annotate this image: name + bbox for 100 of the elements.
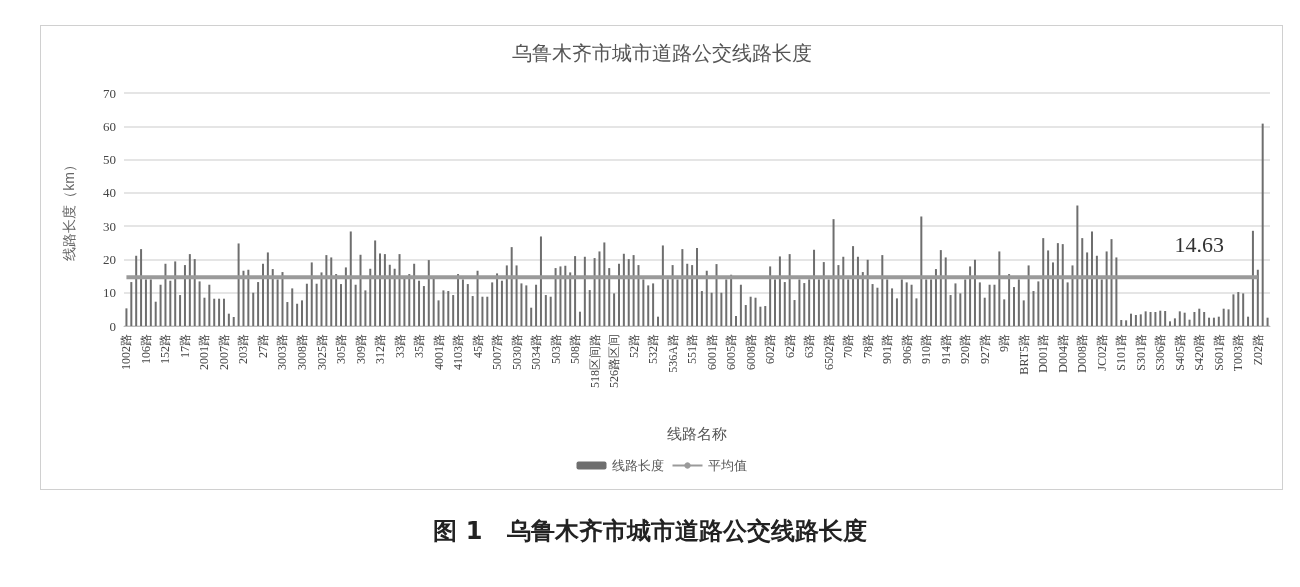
x-tick-label: 62路 [782, 334, 797, 358]
bar [1237, 292, 1240, 326]
bar [895, 298, 898, 326]
bar [486, 296, 489, 326]
bar [174, 261, 177, 326]
x-tick-label: 551路 [685, 334, 700, 364]
bar [413, 263, 416, 326]
bar [140, 249, 143, 326]
bar [481, 296, 484, 326]
x-tick-label: 70路 [841, 334, 856, 358]
x-tick-label: 4103路 [451, 334, 466, 370]
bar [496, 273, 499, 326]
x-tick-label: 503路 [548, 334, 563, 364]
x-tick-label: 45路 [470, 334, 485, 358]
bar [798, 279, 801, 326]
x-axis-title: 线路名称 [667, 425, 727, 442]
bar [598, 251, 601, 326]
x-tick-label: S601路 [1211, 334, 1226, 371]
bar [466, 284, 469, 326]
bar [1115, 257, 1118, 326]
bar [944, 257, 947, 326]
y-tick-label: 20 [103, 251, 116, 267]
bar [1149, 312, 1152, 326]
bar [1222, 308, 1225, 326]
bar [369, 268, 372, 326]
bar [388, 264, 391, 326]
bar [1139, 314, 1142, 326]
bar [535, 284, 538, 326]
bar [305, 283, 308, 326]
bar [637, 265, 640, 326]
bar [281, 272, 284, 326]
x-tick-label: 309路 [353, 334, 368, 364]
bar [788, 254, 791, 326]
x-tick-label: 6008路 [743, 334, 758, 370]
bar [969, 266, 972, 326]
bar [1100, 279, 1103, 326]
bar [642, 279, 645, 326]
bar [861, 272, 864, 326]
bar [252, 292, 255, 326]
bar [144, 279, 147, 326]
bar [442, 290, 445, 326]
bar [1012, 287, 1015, 326]
bar [1110, 239, 1113, 326]
x-tick-label: 63路 [802, 334, 817, 358]
bar [266, 252, 269, 326]
bar [1154, 312, 1157, 326]
bar [832, 219, 835, 326]
bar [198, 281, 201, 326]
bar [310, 262, 313, 326]
bar [993, 284, 996, 326]
bar [1003, 299, 1006, 326]
bar [1027, 265, 1030, 326]
x-tick-label: 901路 [880, 334, 895, 364]
y-tick-label: 70 [103, 85, 116, 101]
y-tick-label: 40 [103, 185, 116, 201]
bar [1256, 269, 1259, 326]
bar [1071, 265, 1074, 326]
x-tick-label: 78路 [860, 334, 875, 358]
bar [954, 283, 957, 326]
bar [408, 274, 411, 326]
bar [593, 258, 596, 326]
bar [696, 248, 698, 326]
bar [1169, 321, 1172, 326]
x-tick-label: S405路 [1172, 334, 1187, 371]
bar [271, 269, 274, 326]
bar [1076, 205, 1079, 326]
bar [793, 300, 796, 326]
bar [296, 303, 299, 326]
caption: 图 1 乌鲁木齐市城市道路公交线路长度 [432, 516, 868, 547]
bar [164, 263, 167, 326]
bar [613, 293, 616, 326]
bar [1042, 238, 1045, 326]
x-tick-label: 927路 [977, 334, 992, 364]
bar [403, 276, 406, 326]
bar [301, 300, 303, 326]
bar [720, 292, 723, 326]
bar [705, 270, 708, 326]
bar [949, 295, 952, 326]
bar [135, 255, 138, 326]
bar [671, 265, 674, 326]
y-tick-label: 0 [109, 318, 116, 334]
bar [691, 265, 694, 326]
bar [320, 272, 323, 326]
bar [749, 296, 752, 326]
bar [218, 298, 221, 326]
bar [452, 295, 455, 326]
bar [510, 247, 513, 326]
bar [208, 284, 211, 326]
bar [1130, 313, 1133, 326]
bar [1120, 320, 1123, 326]
bar [632, 255, 635, 326]
x-tick-label: 920路 [958, 334, 973, 364]
bar [934, 269, 937, 326]
bar [574, 256, 577, 326]
bar [754, 297, 757, 326]
bar [676, 279, 679, 326]
bar [1051, 262, 1054, 326]
bar [222, 298, 225, 326]
bar [257, 282, 260, 326]
x-tick-label: 312路 [373, 334, 388, 364]
